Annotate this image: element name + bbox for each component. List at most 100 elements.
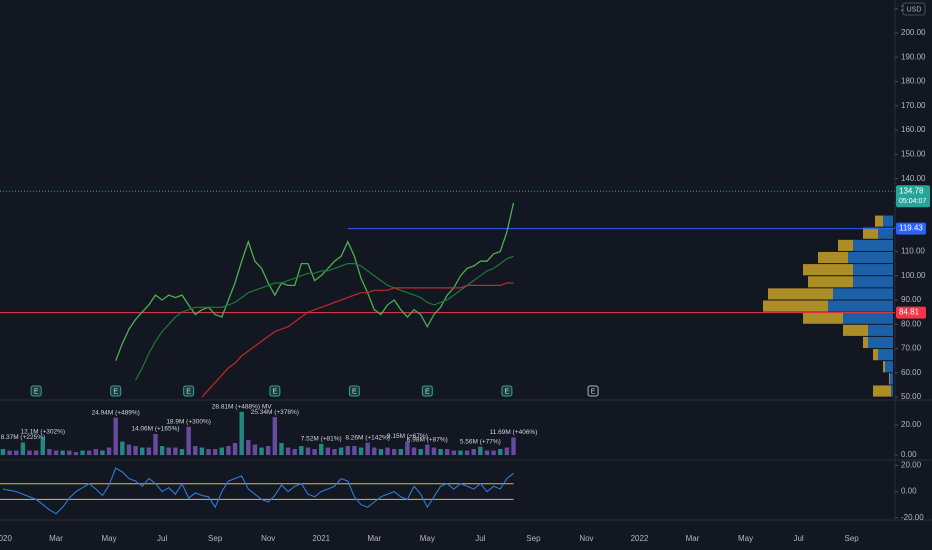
volume-bar [491,450,496,456]
series-line [2,467,514,515]
x-tick-label: Jul [475,534,485,543]
y-tick-label: 60.00 [901,368,922,377]
profile-down [873,349,878,361]
profile-up [878,227,893,239]
volume-bar [312,449,317,456]
volume-bar [272,417,278,456]
volume-bar [246,440,251,456]
volume-bar [471,449,476,456]
volume-bar [93,449,99,456]
earnings-box [348,385,360,397]
profile-up [828,300,893,312]
volume-bar [398,449,403,456]
volume-bar [159,446,165,456]
y-tick-label: 110.00 [901,247,925,256]
countdown: 05:04:07 [899,198,926,205]
volume-label: 24.94M (+489%) [92,409,140,416]
volume-bar [232,443,238,456]
x-tick-label: Sep [208,534,223,543]
volume-label: 5.56M (+77%) [460,438,501,445]
volume-bar [464,450,470,456]
volume-bar [179,449,185,456]
profile-down [763,300,828,312]
earnings-marker: E [186,388,191,395]
profile-down [863,336,868,349]
x-tick-label: 2022 [631,534,649,543]
volume-bar [372,447,377,456]
y-tick-label: -20.00 [901,513,924,522]
y-tick-label: 190.00 [901,52,926,61]
y-tick-label: 150.00 [901,149,926,158]
x-tick-label: Nov [579,534,593,543]
earnings-box [587,385,599,397]
profile-down [873,385,891,397]
profile-down [803,264,853,276]
y-tick-label: 20.00 [901,461,922,470]
y-tick-label: 0.00 [901,487,917,496]
profile-down [843,324,868,336]
y-tick-label: 20.00 [901,420,922,429]
volume-bar [345,446,350,456]
volume-bar [319,443,324,456]
profile-up [853,239,893,251]
volume-bar [458,450,463,456]
earnings-marker: E [591,388,596,395]
volume-bar [338,447,344,456]
y-tick-label: 100.00 [901,271,926,280]
profile-down [875,215,883,227]
volume-bar [385,447,390,456]
volume-bar [451,450,457,456]
volume-bar [106,447,112,456]
level-badge [896,306,926,319]
volume-bar [40,436,45,456]
currency-badge [902,2,926,16]
earnings-marker: E [272,388,277,395]
y-tick-label: 160.00 [901,125,926,134]
y-tick-label: 170.00 [901,101,926,110]
earnings-marker: E [425,388,430,395]
volume-bar [14,450,19,456]
volume-bar [7,450,12,456]
volume-bar [252,444,258,456]
profile-up [868,324,893,336]
profile-up [890,373,893,385]
volume-bar [166,447,171,456]
volume-bar [186,426,191,456]
volume-bar [266,446,271,456]
volume-bar [391,449,397,456]
x-tick-label: May [738,534,753,543]
volume-bar [173,447,178,456]
volume-bar [113,417,118,456]
volume-label: 28.81M (+488%) MV [212,404,272,411]
volume-bar [445,449,450,456]
x-tick-label: Jul [793,534,803,543]
profile-down [838,239,853,251]
profile-up [833,288,893,300]
y-tick-label: 200.00 [901,28,926,37]
volume-bar [126,444,132,456]
x-tick-label: Sep [845,534,860,543]
earnings-marker: E [505,388,510,395]
volume-bar [100,450,105,456]
volume-bar [405,441,410,456]
earnings-marker: E [113,388,118,395]
volume-label: 6.98M (+87%) [407,436,448,443]
x-tick-label: Nov [261,534,275,543]
volume-label: 18.9M (+300%) [166,418,211,425]
earnings-box [269,385,281,397]
profile-up [883,215,893,227]
volume-bar [378,449,384,456]
level-label: 84.81 [899,308,920,317]
y-tick-label: 90.00 [901,295,922,304]
profile-down [889,373,890,385]
volume-bar [153,433,158,456]
y-tick-label: 70.00 [901,344,922,353]
volume-bar [438,449,443,456]
profile-down [768,288,833,300]
volume-bar [484,450,490,456]
earnings-marker: E [352,388,357,395]
volume-bar [425,444,430,456]
earnings-marker: E [34,388,39,395]
volume-bar [299,446,304,456]
volume-bar [279,443,284,456]
